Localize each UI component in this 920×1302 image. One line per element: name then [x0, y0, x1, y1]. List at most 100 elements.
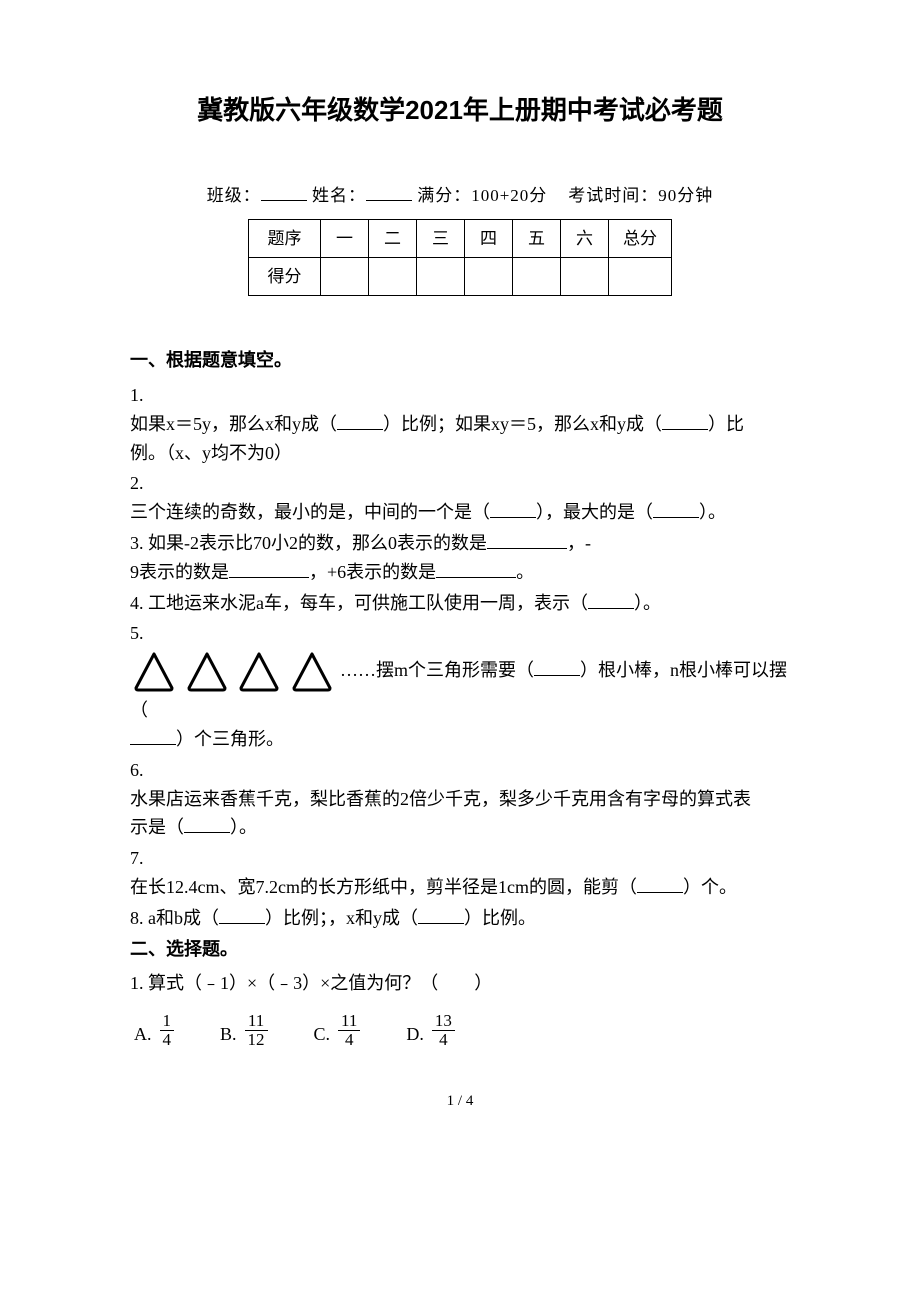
q4-text: ）。 — [634, 593, 661, 613]
triangle-icon — [183, 648, 231, 696]
q3-line2: 9表示的数是 ，+6表示的数是 。 — [130, 558, 790, 587]
fill-blank — [436, 560, 516, 578]
section-2-heading: 二、选择题。 — [130, 935, 790, 964]
q4: 4. 工地运来水泥a车，每车，可供施工队使用一周，表示（ ）。 — [130, 589, 790, 618]
option-d: D. 13 4 — [406, 1012, 457, 1049]
td-score-label: 得分 — [249, 257, 321, 295]
name-blank — [366, 184, 412, 201]
fraction: 11 12 — [245, 1012, 268, 1049]
q7-text: 在长12.4cm、宽7.2cm的长方形纸中，剪半径是1cm的圆，能剪（ — [130, 877, 637, 897]
q3-text: ，+6表示的数是 — [309, 562, 436, 582]
q8-text: 8. a和b成（ — [130, 908, 219, 928]
fill-blank — [653, 500, 699, 518]
q8-text: ）比例；，x和y成（ — [265, 908, 418, 928]
q3-line1: 3. 如果-2表示比70小2的数，那么0表示的数是 ，- — [130, 529, 790, 558]
denominator: 4 — [338, 1031, 360, 1049]
q6-line2: 示是（ ）。 — [130, 813, 790, 842]
q3-text: 3. 如果-2表示比70小2的数，那么0表示的数是 — [130, 533, 487, 553]
class-blank — [261, 184, 307, 201]
th-total: 总分 — [609, 219, 672, 257]
q2-num: 2. — [130, 469, 790, 498]
exam-time: 考试时间：90分钟 — [568, 186, 713, 205]
score-table: 题序 一 二 三 四 五 六 总分 得分 — [248, 219, 672, 296]
fill-blank — [637, 875, 683, 893]
name-label: 姓名： — [312, 186, 366, 205]
q2-text: ）。 — [699, 502, 726, 522]
triangle-icon — [130, 648, 178, 696]
numerator: 11 — [338, 1012, 360, 1031]
q5-num: 5. — [130, 619, 790, 648]
page-title: 冀教版六年级数学2021年上册期中考试必考题 — [130, 90, 790, 132]
fill-blank — [487, 531, 567, 549]
td-blank — [609, 257, 672, 295]
q3-text: 。 — [516, 562, 534, 582]
q8: 8. a和b成（ ）比例；，x和y成（ ）比例。 — [130, 904, 790, 933]
triangle-icon — [288, 648, 336, 696]
fill-blank — [130, 727, 176, 745]
q7-num: 7. — [130, 844, 790, 873]
page-number: 1 / 4 — [130, 1089, 790, 1113]
q6: 6. 水果店运来香蕉千克，梨比香蕉的2倍少千克，梨多少千克用含有字母的算式表 示… — [130, 756, 790, 842]
th-col: 四 — [465, 219, 513, 257]
td-blank — [417, 257, 465, 295]
fill-blank — [490, 500, 536, 518]
fraction: 11 4 — [338, 1012, 360, 1049]
td-blank — [369, 257, 417, 295]
td-blank — [465, 257, 513, 295]
fraction: 1 4 — [160, 1012, 175, 1049]
option-label: B. — [220, 1020, 237, 1049]
q1-num: 1. — [130, 381, 790, 410]
q5-line2: ）个三角形。 — [130, 725, 790, 754]
full-marks: 满分：100+20分 — [417, 186, 547, 205]
q1: 1. 如果x＝5y，那么x和y成（ ）比例；如果xy＝5，那么x和y成（ ）比 例。… — [130, 381, 790, 467]
fill-blank — [662, 412, 708, 430]
q3-text: ，- — [567, 533, 591, 553]
q1-line2: 例。（x、y均不为0） — [130, 439, 790, 468]
denominator: 4 — [160, 1031, 175, 1049]
q3: 3. 如果-2表示比70小2的数，那么0表示的数是 ，- 9表示的数是 ，+6表示的… — [130, 529, 790, 587]
numerator: 13 — [432, 1012, 455, 1031]
q4-text: 4. 工地运来水泥a车，每车，可供施工队使用一周，表示（ — [130, 593, 588, 613]
th-col: 二 — [369, 219, 417, 257]
q6-num: 6. — [130, 756, 790, 785]
q5-triangles: ……摆m个三角形需要（）根小棒，n根小棒可以摆（ — [130, 648, 790, 725]
fill-blank — [588, 591, 634, 609]
q5-text: ……摆m个三角形需要（ — [340, 660, 534, 680]
q3-text: 9表示的数是 — [130, 562, 229, 582]
q2-line: 三个连续的奇数，最小的是，中间的一个是（ ），最大的是（ ）。 — [130, 498, 790, 527]
q2-text: ），最大的是（ — [536, 502, 653, 522]
fill-blank — [184, 815, 230, 833]
fill-blank — [229, 560, 309, 578]
numerator: 1 — [160, 1012, 175, 1031]
q7-line: 在长12.4cm、宽7.2cm的长方形纸中，剪半径是1cm的圆，能剪（ ）个。 — [130, 873, 790, 902]
option-c: C. 11 4 — [314, 1012, 363, 1049]
q6-text: 示是（ — [130, 817, 184, 837]
q1-line1: 如果x＝5y，那么x和y成（ ）比例；如果xy＝5，那么x和y成（ ）比 — [130, 410, 790, 439]
option-label: D. — [406, 1020, 424, 1049]
th-col: 一 — [321, 219, 369, 257]
q2-text: 三个连续的奇数，最小的是，中间的一个是（ — [130, 502, 490, 522]
q6-line1: 水果店运来香蕉千克，梨比香蕉的2倍少千克，梨多少千克用含有字母的算式表 — [130, 785, 790, 814]
option-b: B. 11 12 — [220, 1012, 270, 1049]
q6-text: ）。 — [230, 817, 257, 837]
q1-text: 如果x＝5y，那么x和y成（ — [130, 414, 337, 434]
q7-text: ）个。 — [683, 877, 737, 897]
fill-blank — [337, 412, 383, 430]
th-col: 三 — [417, 219, 465, 257]
q5-text: ）个三角形。 — [176, 729, 284, 749]
q8-text: ）比例。 — [464, 908, 536, 928]
q1-text: ）比例；如果xy＝5，那么x和y成（ — [383, 414, 662, 434]
q1-text: ）比 — [708, 414, 744, 434]
th-seq: 题序 — [249, 219, 321, 257]
triangle-icons — [130, 660, 340, 680]
exam-meta: 班级： 姓名： 满分：100+20分 考试时间：90分钟 — [130, 182, 790, 209]
q2: 2. 三个连续的奇数，最小的是，中间的一个是（ ），最大的是（ ）。 — [130, 469, 790, 527]
table-row: 题序 一 二 三 四 五 六 总分 — [249, 219, 672, 257]
th-col: 五 — [513, 219, 561, 257]
td-blank — [561, 257, 609, 295]
sec2-q1-options: A. 1 4 B. 11 12 C. 11 4 D. 13 4 — [134, 1012, 790, 1049]
fill-blank — [219, 906, 265, 924]
q5: 5. ……摆m个三角形需要（）根小棒，n根小棒可以摆（ ）个三角形。 — [130, 619, 790, 753]
denominator: 4 — [432, 1031, 455, 1049]
option-label: A. — [134, 1020, 152, 1049]
